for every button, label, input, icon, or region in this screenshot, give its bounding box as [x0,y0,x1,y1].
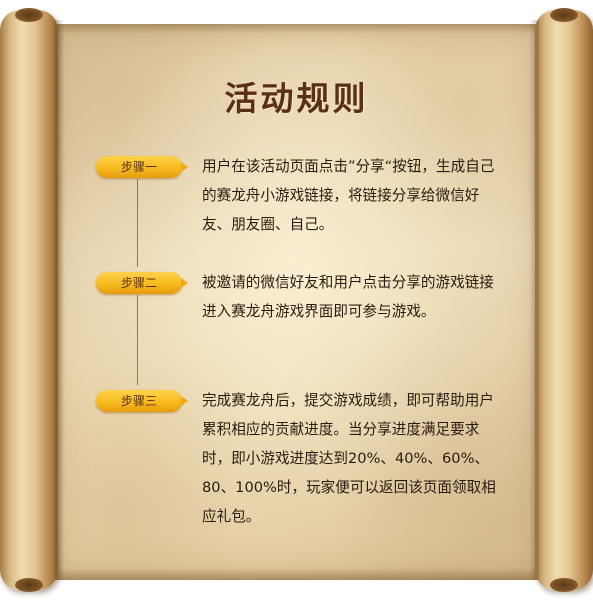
step-connector-2 [137,295,138,385]
step-badge-3: 步骤三 [96,390,188,412]
scroll-roll-left [0,8,64,592]
step-text-3: 完成赛龙舟后，提交游戏成绩，即可帮助用户累积相应的贡献进度。当分享进度满足要求时… [202,392,496,525]
scroll-roll-right [529,8,593,592]
step-badge-2: 步骤二 [96,272,188,294]
scroll-cap-bottom-left [15,578,43,592]
page-title: 活动规则 [224,79,369,118]
step-badge-1: 步骤一 [96,156,188,178]
step-text-1: 用户在该活动页面点击”分享“按钮，生成自己的赛龙舟小游戏链接，将链接分享给微信好… [202,158,495,233]
step-text-2: 被邀请的微信好友和用户点击分享的游戏链接进入赛龙舟游戏界面即可参与游戏。 [202,274,494,320]
parchment-background [46,24,541,580]
scroll-cap-top-left [15,8,43,22]
scroll-curl-left [54,20,64,580]
scroll-cap-bottom-right [550,578,578,592]
step-connector-1 [137,179,138,267]
scroll-cap-top-right [550,8,578,22]
